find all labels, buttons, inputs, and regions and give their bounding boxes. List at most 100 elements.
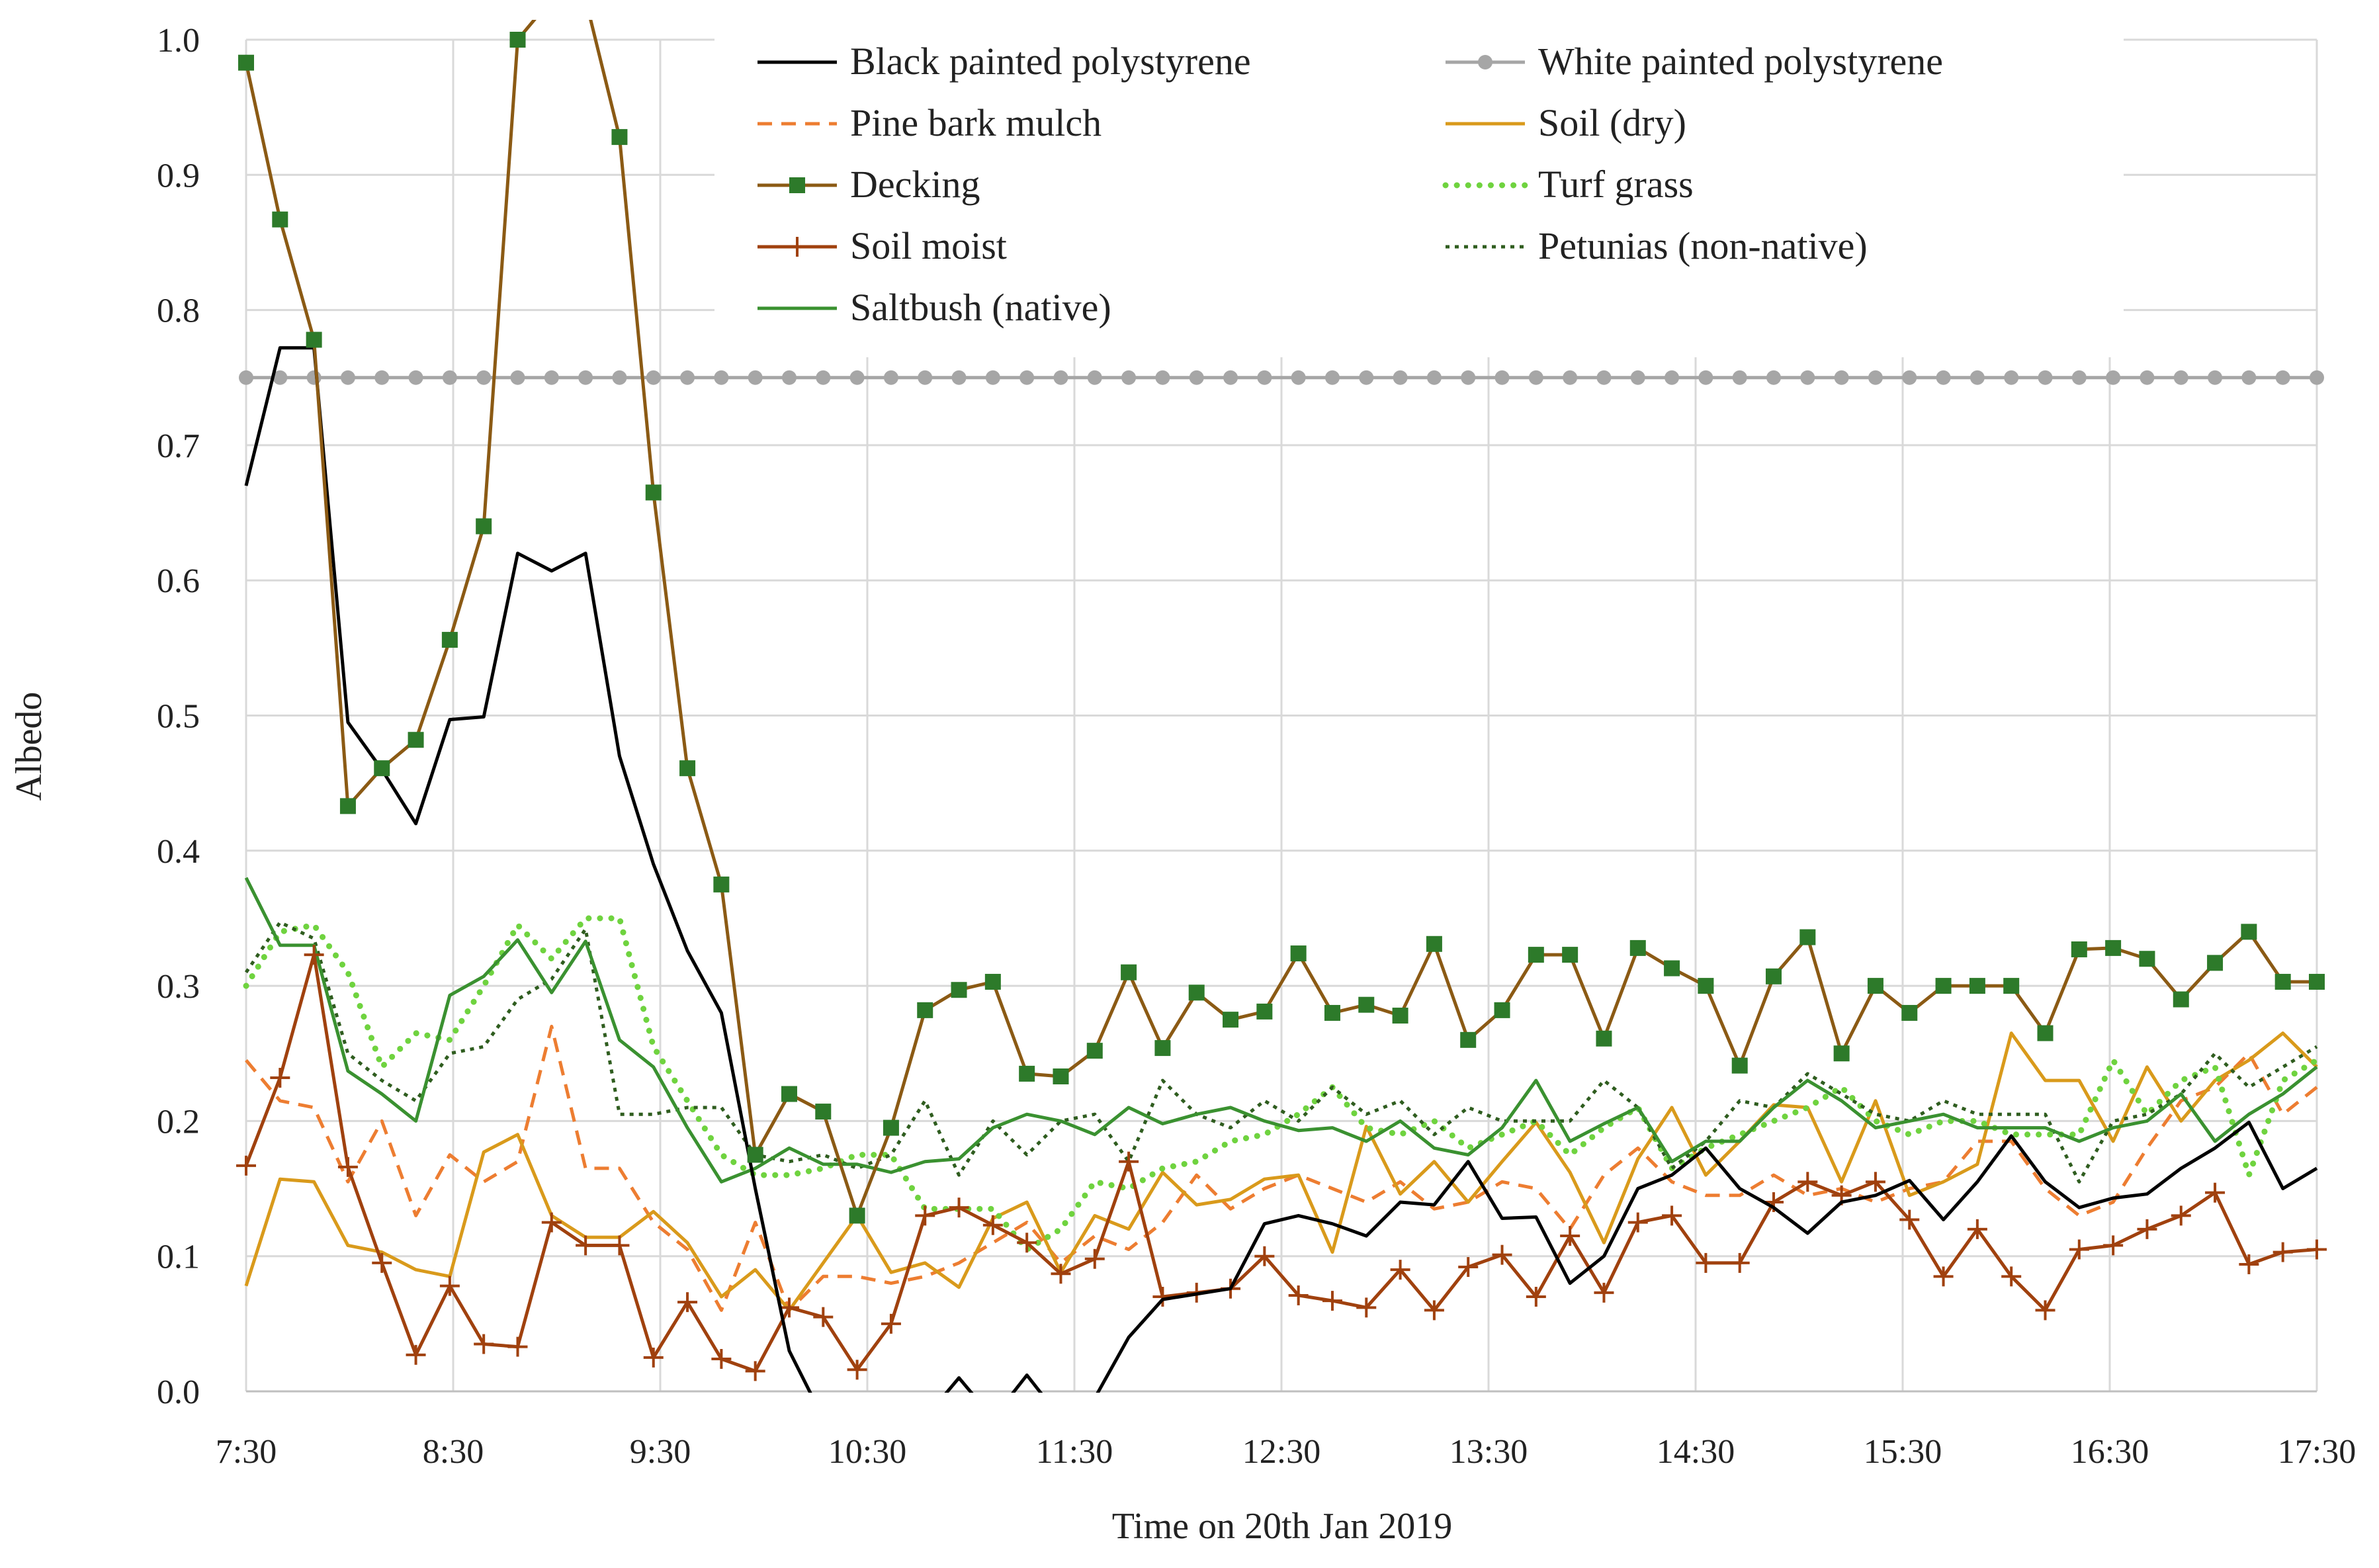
y-tick-label: 0.8 — [157, 292, 200, 330]
y-axis-title: Albedo — [9, 692, 50, 801]
data-point-decking — [1256, 1003, 1273, 1020]
legend-item-decking: Decking — [757, 163, 980, 206]
data-point-white-painted-polystyrene — [748, 370, 763, 385]
legend-label: Turf grass — [1538, 163, 1694, 206]
series-petunias-non-native — [244, 920, 2318, 1184]
data-point-white-painted-polystyrene — [306, 370, 322, 385]
data-point-soil-moist — [304, 945, 324, 965]
series-line-petunias-non-native — [244, 920, 2318, 1184]
legend-item-black-painted-polystyrene: Black painted polystyrene — [757, 40, 1251, 83]
data-point-decking — [1086, 1043, 1103, 1059]
data-point-soil-moist — [474, 1334, 494, 1354]
data-point-decking — [1935, 978, 1952, 994]
data-point-soil-moist — [1627, 1212, 1648, 1233]
gridlines — [245, 38, 2318, 1393]
data-point-white-painted-polystyrene — [2140, 370, 2155, 385]
data-point-white-painted-polystyrene — [1936, 370, 1951, 385]
data-point-decking — [2037, 1025, 2054, 1041]
data-point-soil-moist — [2205, 1182, 2226, 1203]
y-tick-label: 0.3 — [157, 968, 200, 1006]
data-point-decking — [1901, 1004, 1918, 1021]
data-point-decking — [1121, 964, 1137, 980]
data-point-decking — [1596, 1030, 1612, 1047]
data-point-white-painted-polystyrene — [1698, 370, 1713, 385]
data-point-decking — [2274, 973, 2291, 990]
data-point-decking — [1154, 1040, 1171, 1057]
data-point-decking — [1358, 996, 1375, 1013]
y-tick-label: 1.0 — [157, 22, 200, 60]
data-point-decking — [1019, 1065, 1035, 1082]
legend-background — [714, 26, 2124, 357]
data-point-soil-moist — [236, 1155, 256, 1176]
data-point-white-painted-polystyrene — [1324, 370, 1340, 385]
data-point-white-painted-polystyrene — [781, 370, 797, 385]
data-point-decking — [306, 331, 322, 348]
x-tick-label: 13:30 — [1449, 1433, 1528, 1471]
data-point-soil-moist — [2307, 1239, 2327, 1260]
data-point-soil-moist — [847, 1360, 867, 1380]
data-point-white-painted-polystyrene — [2310, 370, 2324, 385]
data-point-soil-moist — [711, 1348, 732, 1369]
data-point-white-painted-polystyrene — [2038, 370, 2053, 385]
data-point-white-painted-polystyrene — [1257, 370, 1272, 385]
x-tick-label: 17:30 — [2278, 1433, 2356, 1471]
x-axis-title: Time on 20th Jan 2019 — [1112, 1506, 1452, 1547]
data-point-soil-moist — [2137, 1219, 2157, 1239]
series-white-painted-polystyrene — [239, 370, 2324, 385]
data-point-decking — [441, 632, 458, 648]
data-point-white-painted-polystyrene — [1969, 370, 1985, 385]
data-point-white-painted-polystyrene — [1223, 370, 1238, 385]
data-point-decking — [1460, 1031, 1477, 1048]
data-point-soil-moist — [1865, 1172, 1885, 1192]
data-point-decking — [1698, 978, 1714, 994]
data-point-white-painted-polystyrene — [883, 370, 898, 385]
data-point-soil-moist — [439, 1276, 460, 1296]
data-point-decking — [2241, 924, 2257, 940]
data-point-decking — [713, 876, 730, 893]
data-point-decking — [1799, 929, 1816, 945]
data-point-soil-moist — [2239, 1254, 2259, 1274]
data-point-soil-moist — [406, 1344, 426, 1365]
data-point-decking — [781, 1086, 797, 1102]
legend: Black painted polystyrene White painted p… — [714, 26, 2124, 357]
data-point-decking — [509, 32, 526, 48]
data-point-white-painted-polystyrene — [408, 370, 423, 385]
data-point-white-painted-polystyrene — [340, 370, 355, 385]
series-pine-bark-mulch — [245, 1024, 2318, 1312]
data-point-decking — [476, 518, 492, 535]
data-point-soil-moist — [1492, 1244, 1512, 1265]
x-tick-label: 12:30 — [1242, 1433, 1320, 1471]
legend-label: White painted polystyrene — [1538, 40, 1943, 83]
data-point-white-painted-polystyrene — [578, 370, 593, 385]
data-point-white-painted-polystyrene — [1868, 370, 1883, 385]
y-tick-label: 0.1 — [157, 1239, 200, 1276]
data-point-white-painted-polystyrene — [442, 370, 457, 385]
data-point-decking — [747, 1147, 763, 1163]
data-point-soil-moist — [372, 1252, 392, 1273]
legend-marker — [1478, 55, 1492, 69]
data-point-white-painted-polystyrene — [1121, 370, 1137, 385]
data-point-soil-moist — [745, 1361, 765, 1381]
data-point-white-painted-polystyrene — [1461, 370, 1476, 385]
data-point-white-painted-polystyrene — [1630, 370, 1645, 385]
data-point-soil-moist — [2171, 1205, 2191, 1226]
data-point-white-painted-polystyrene — [1732, 370, 1747, 385]
data-point-white-painted-polystyrene — [951, 370, 967, 385]
data-point-soil-moist — [507, 1336, 528, 1357]
data-point-decking — [1426, 936, 1442, 952]
data-point-soil-moist — [2069, 1239, 2089, 1260]
data-point-decking — [1290, 945, 1307, 962]
series-soil-moist — [236, 945, 2327, 1381]
legend-item-soil-dry: Soil (dry) — [1446, 101, 1686, 144]
legend-item-pine-bark-mulch: Pine bark mulch — [757, 101, 1102, 144]
data-point-decking — [1188, 984, 1205, 1001]
data-point-white-painted-polystyrene — [2173, 370, 2188, 385]
data-point-white-painted-polystyrene — [1189, 370, 1204, 385]
data-point-white-painted-polystyrene — [918, 370, 933, 385]
data-point-decking — [1053, 1068, 1069, 1084]
data-point-decking — [1969, 978, 1985, 994]
data-point-soil-moist — [1560, 1226, 1580, 1246]
data-point-decking — [1766, 968, 1782, 984]
data-point-white-painted-polystyrene — [714, 370, 729, 385]
data-point-white-painted-polystyrene — [849, 370, 865, 385]
